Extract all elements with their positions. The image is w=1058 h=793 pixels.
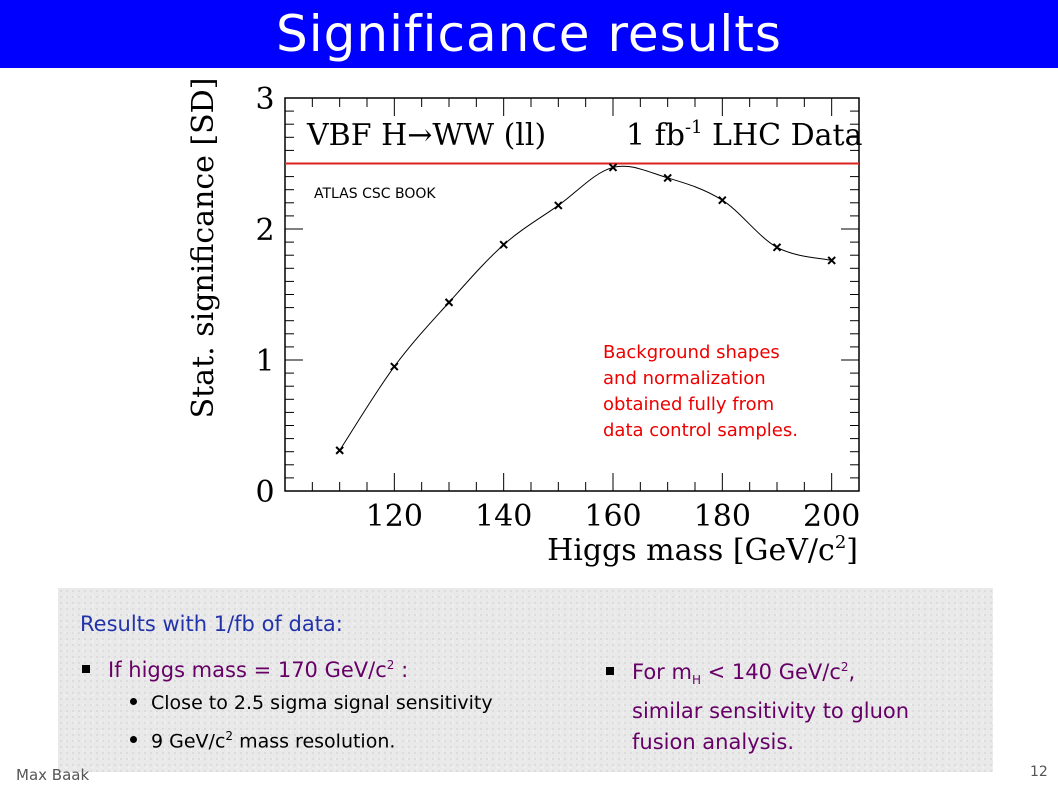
- data-point: [335, 446, 344, 455]
- data-points: [335, 163, 836, 455]
- x-axis-label: Higgs mass [GeV/c2]: [547, 532, 858, 568]
- x-tick-label: 160: [584, 499, 641, 534]
- data-point: [718, 195, 727, 205]
- axis-ticks: [284, 97, 860, 492]
- dot-bullet-icon: [130, 736, 137, 744]
- right-bullet: For mH < 140 GeV/c2, similar sensitivity…: [606, 652, 986, 758]
- left-bullet: If higgs mass = 170 GeV/c2 :: [82, 650, 408, 686]
- annotation: Background shapes and normalization obtain…: [603, 342, 798, 441]
- significance-chart: 0 1 2 3 120 140 160 180 200 VBF H→WW (ll) 1 fb-…: [186, 78, 863, 568]
- data-point: [608, 163, 618, 172]
- slide-title: Significance results: [276, 5, 782, 63]
- y-axis-label: Stat. significance [SD]: [186, 78, 221, 419]
- square-bullet-icon: [82, 665, 90, 673]
- chart-title-left: VBF H→WW (ll): [306, 118, 546, 153]
- author: Max Baak: [16, 766, 90, 784]
- y-tick-label: 1: [255, 344, 274, 379]
- data-point: [663, 173, 672, 183]
- data-point: [444, 298, 454, 307]
- y-tick-label: 0: [255, 475, 274, 510]
- data-point: [499, 240, 508, 249]
- sub-bullet-1: Close to 2.5 sigma signal sensitivity: [130, 692, 493, 714]
- x-tick-label: 140: [475, 499, 532, 534]
- x-tick-label: 200: [803, 499, 860, 534]
- notes-panel: Results with 1/fb of data: If higgs mass…: [58, 588, 993, 772]
- chart-title-right: 1 fb-1 LHC Data: [626, 117, 863, 153]
- sub-bullet-2: 9 GeV/c2 mass resolution.: [130, 729, 395, 752]
- x-tick-label: 120: [366, 499, 423, 534]
- results-heading: Results with 1/fb of data:: [80, 612, 343, 636]
- y-tick-label: 3: [255, 82, 274, 117]
- y-tick-labels: 0 1 2 3: [255, 82, 274, 510]
- data-point: [390, 362, 399, 371]
- page-number: 12: [1030, 764, 1048, 780]
- watermark: ATLAS CSC BOOK: [314, 186, 436, 202]
- data-point: [772, 243, 782, 252]
- data-point: [827, 256, 836, 265]
- title-bar: Significance results: [0, 0, 1058, 68]
- x-tick-labels: 120 140 160 180 200: [366, 499, 861, 534]
- significance-curve: [339, 165, 832, 451]
- square-bullet-icon: [606, 667, 614, 675]
- x-tick-label: 180: [694, 499, 751, 534]
- y-tick-label: 2: [255, 213, 274, 248]
- dot-bullet-icon: [130, 698, 137, 705]
- data-point: [554, 201, 563, 210]
